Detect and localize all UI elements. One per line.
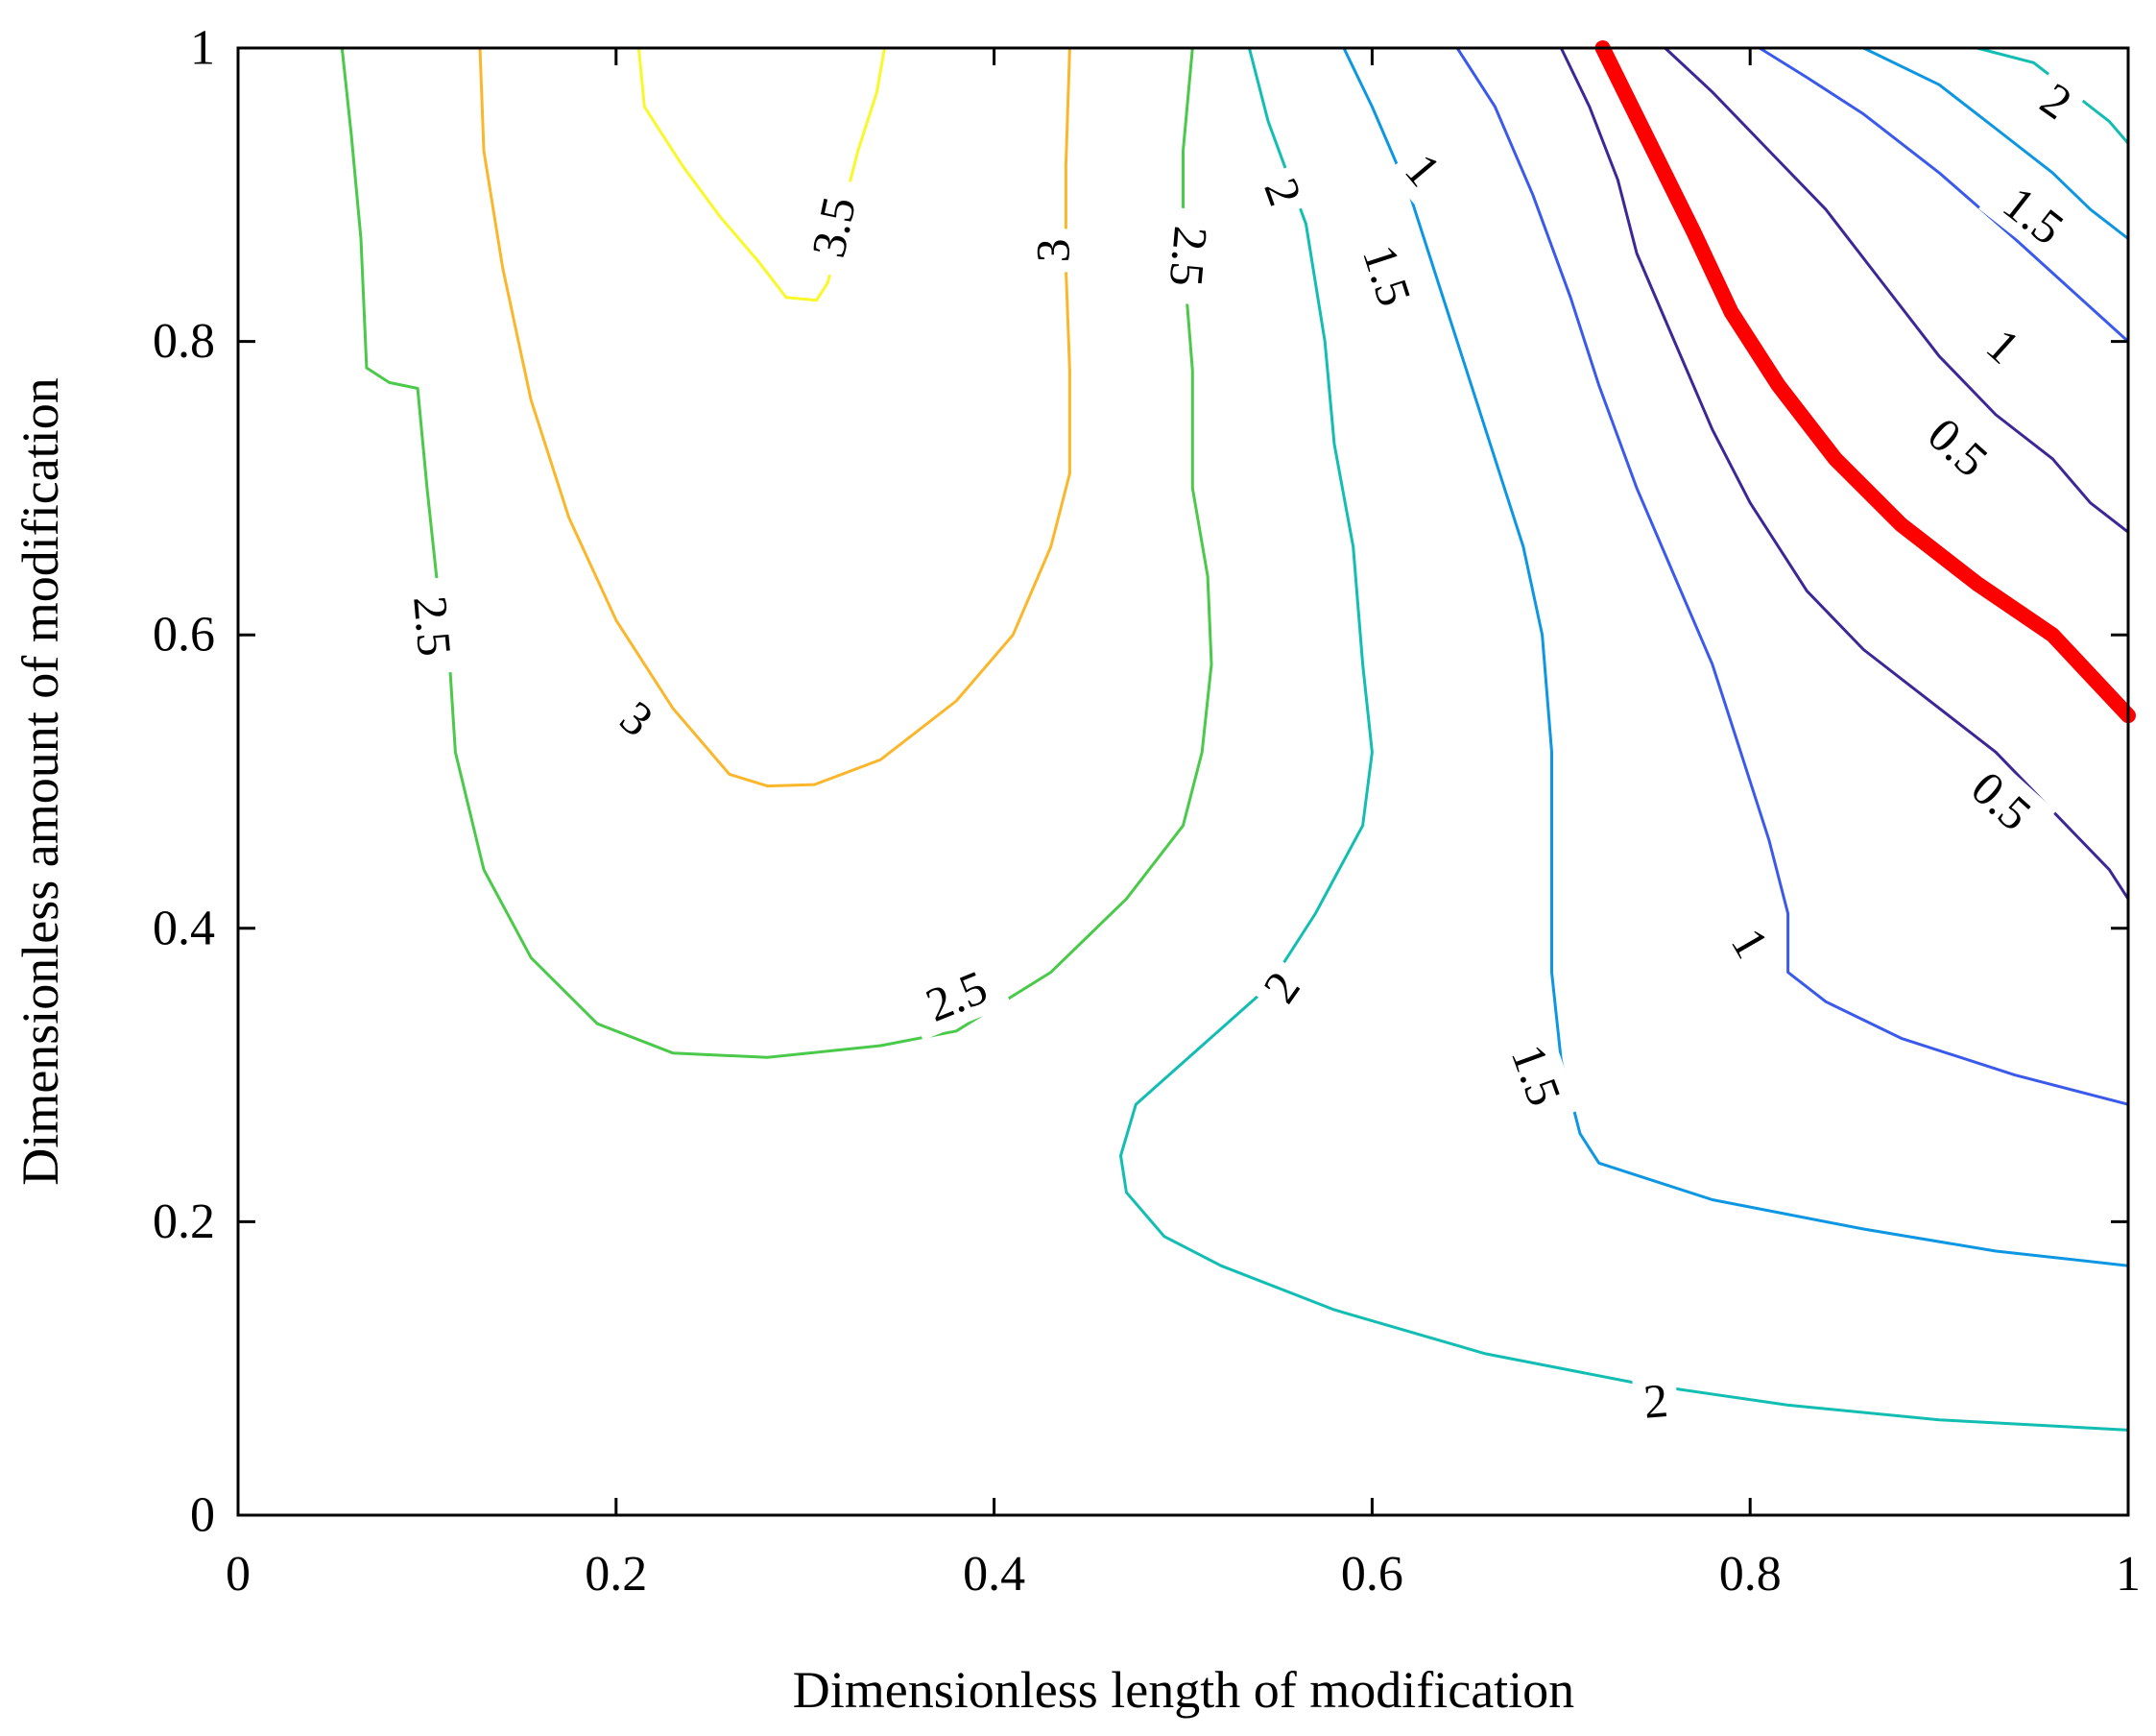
contour-label-gap-6 — [399, 576, 467, 676]
y-tick-label-4: 0.8 — [153, 314, 215, 369]
contour-label-group-6: 2.5 — [399, 576, 467, 676]
contour-label-group-2: 2.5 — [1156, 206, 1222, 306]
x-axis-label: Dimensionless length of modification — [793, 1661, 1574, 1719]
contour-line-3-1 — [478, 47, 1071, 788]
x-tick-label-0: 0 — [226, 1547, 251, 1602]
x-tick-label-1: 0.2 — [585, 1547, 647, 1602]
contour-label-gap-5 — [1345, 221, 1430, 330]
contour-label-group-14: 0.5 — [1903, 394, 2013, 501]
contour-label-gap-14 — [1903, 394, 2013, 501]
contour-label-gap-15 — [1968, 309, 2039, 382]
y-tick-label-5: 1 — [190, 21, 215, 76]
y-tick-label-0: 0 — [190, 1488, 215, 1543]
contour-label-gap-2 — [1156, 206, 1222, 306]
contour-line-3_5-0 — [636, 47, 886, 302]
contour-label-gap-3 — [1249, 161, 1318, 223]
contour-line-1_5-9 — [1862, 46, 2129, 240]
highlight-curve — [1594, 40, 2136, 724]
y-tick-label-3: 0.6 — [153, 608, 215, 663]
contour-label-group-1: 3 — [1023, 229, 1082, 273]
contour-label-gap-4 — [1387, 134, 1460, 205]
contour-label-gap-1 — [1023, 229, 1082, 273]
contour-label-0: 3.5 — [801, 192, 866, 262]
contour-label-12: 2 — [1641, 1373, 1670, 1429]
y-tick-label-2: 0.4 — [153, 901, 215, 955]
contour-label-gap-17 — [2022, 64, 2091, 137]
contour-line-2-3 — [1119, 47, 2129, 1432]
contour-label-gap-9 — [1245, 952, 1318, 1022]
x-axis-ticks: 0 0.2 0.4 0.6 0.8 1 — [226, 48, 2141, 1602]
contour-line-0_5-7 — [1664, 46, 2129, 534]
contour-label-gap-0 — [795, 174, 872, 280]
contour-line-2_5-2 — [340, 47, 1213, 1059]
x-tick-label-4: 0.8 — [1719, 1547, 1782, 1602]
contour-label-1: 3 — [1026, 238, 1080, 262]
x-tick-label-2: 0.4 — [963, 1547, 1025, 1602]
contour-label-6: 2.5 — [403, 593, 462, 658]
contour-line-1_5-4 — [1342, 47, 2129, 1267]
contour-line-1-5 — [1455, 47, 2129, 1106]
contour-label-group-3: 2 — [1249, 161, 1318, 223]
contour-label-gap-7 — [601, 682, 673, 755]
contour-label-gap-12 — [1631, 1369, 1680, 1432]
contour-label-gap-16 — [1978, 163, 2090, 268]
x-tick-label-3: 0.6 — [1341, 1547, 1403, 1602]
contour-line-1-8 — [1759, 46, 2130, 343]
contour-label-gap-10 — [1493, 1020, 1580, 1130]
contour-label-gap-8 — [901, 951, 1012, 1041]
y-tick-label-1: 0.2 — [153, 1194, 215, 1249]
x-tick-label-5: 1 — [2116, 1547, 2141, 1602]
contour-label-gap-13 — [1947, 747, 2056, 855]
plot-frame — [236, 46, 2130, 1517]
contour-label-2: 2.5 — [1160, 224, 1218, 288]
y-axis-label: Dimensionless amount of modification — [12, 377, 69, 1185]
highlight-curve-group — [1594, 40, 2136, 724]
y-axis-ticks: 0 0.2 0.4 0.6 0.8 1 — [153, 21, 2128, 1543]
contour-label-group-12: 2 — [1631, 1369, 1680, 1432]
contour-label-gap-11 — [1713, 909, 1786, 976]
contour-label-group-0: 3.5 — [795, 174, 872, 280]
